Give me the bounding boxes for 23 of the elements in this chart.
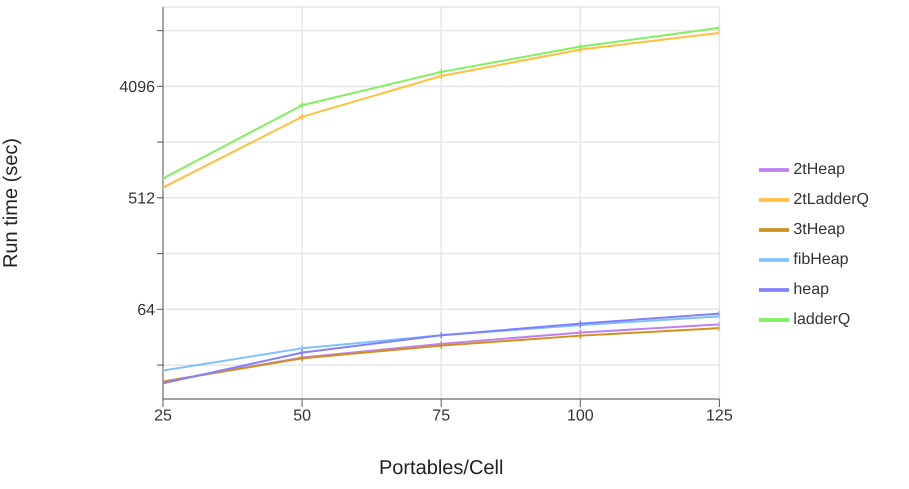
legend-label: ladderQ [793,310,850,328]
legend-label: 3tHeap [793,220,845,238]
y-tick-label: 512 [128,190,156,208]
y-tick-label: 4096 [119,79,156,96]
point [437,68,445,76]
x-axis-title: Portables/Cell [378,457,504,479]
point [576,332,584,340]
point [298,101,306,109]
x-tick-label: 125 [706,407,733,424]
point [298,113,306,121]
y-tick-label: 64 [137,302,156,319]
y-axis-title: Run time (sec) [0,138,22,268]
point [298,348,306,356]
legend-label: 2tHeap [793,160,845,178]
x-tick-label: 25 [154,407,172,424]
point [576,42,584,50]
legend-label: fibHeap [793,250,849,268]
legend-label: heap [793,280,829,298]
x-tick-label: 100 [566,407,594,424]
x-tick-label: 75 [432,407,450,424]
point [437,72,445,80]
legend-label: 2tLadderQ [793,190,869,208]
x-tick-label: 50 [293,407,312,424]
